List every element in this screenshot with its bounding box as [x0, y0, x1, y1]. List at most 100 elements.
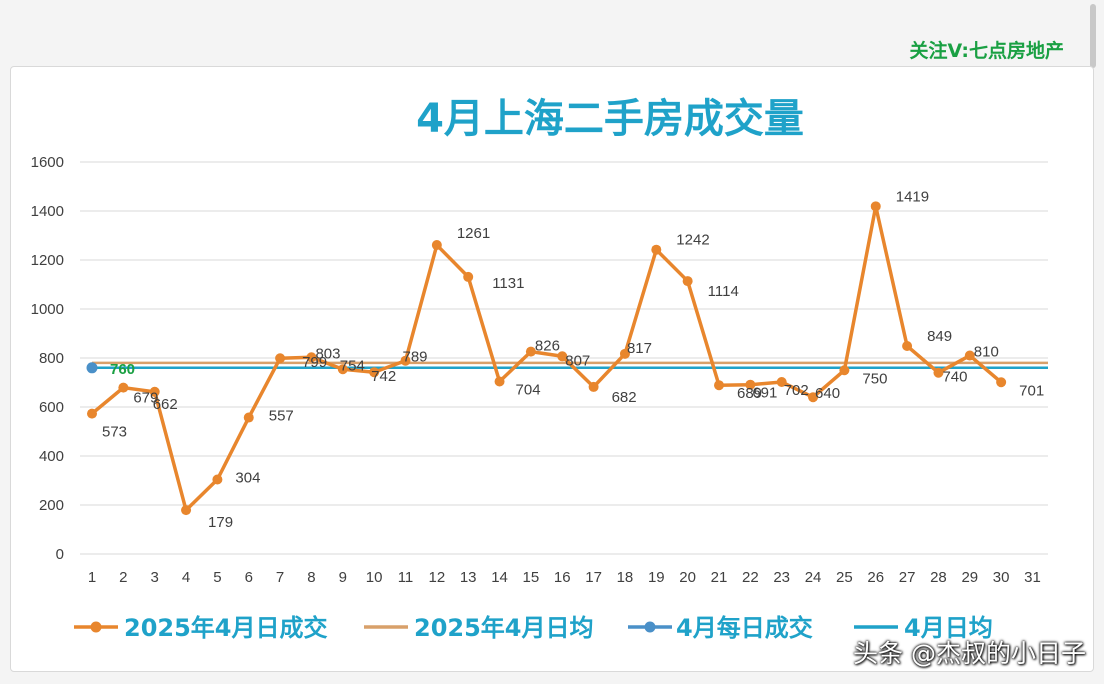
x-tick-label: 30 — [993, 569, 1010, 586]
data-point — [651, 244, 662, 255]
data-label: 679 — [133, 390, 158, 407]
data-point — [619, 348, 630, 359]
x-tick-label: 26 — [867, 569, 884, 586]
y-tick-label: 400 — [39, 448, 64, 465]
data-point — [525, 346, 536, 357]
data-point — [557, 351, 568, 362]
data-label: 691 — [752, 385, 777, 402]
data-label-april: 760 — [110, 361, 135, 378]
data-point — [306, 352, 317, 363]
data-point — [243, 412, 254, 423]
y-tick-label: 1600 — [31, 154, 64, 171]
y-tick-label: 1000 — [31, 301, 64, 318]
x-tick-label: 25 — [836, 569, 853, 586]
data-label: 689 — [737, 385, 762, 402]
data-label: 740 — [942, 369, 967, 386]
data-label: 789 — [403, 349, 428, 366]
y-tick-label: 600 — [39, 399, 64, 416]
x-tick-label: 10 — [366, 569, 383, 586]
legend-label: 2025年4月日均 — [414, 614, 594, 642]
chart-title: 4月上海二手房成交量 — [416, 96, 804, 142]
data-point — [902, 340, 913, 351]
x-tick-label: 24 — [805, 569, 822, 586]
data-label: 803 — [315, 345, 340, 362]
data-label: 557 — [269, 408, 294, 425]
data-label: 1261 — [457, 225, 490, 242]
watermark: 头条 @杰叔的小日子 — [853, 639, 1086, 668]
x-tick-label: 3 — [151, 569, 159, 586]
legend-label: 2025年4月日成交 — [124, 614, 328, 642]
header-note: 关注V:七点房地产 — [909, 40, 1064, 62]
x-tick-label: 22 — [742, 569, 759, 586]
data-label: 817 — [627, 340, 652, 357]
data-point — [400, 355, 411, 366]
x-tick-label: 27 — [899, 569, 916, 586]
data-point — [149, 386, 160, 397]
legend-label: 4月日均 — [904, 614, 993, 642]
x-tick-label: 16 — [554, 569, 571, 586]
data-point — [494, 376, 505, 387]
x-tick-label: 12 — [429, 569, 446, 586]
data-label: 810 — [974, 344, 999, 361]
data-label: 849 — [927, 328, 952, 345]
data-label: 799 — [302, 354, 327, 371]
x-tick-label: 5 — [213, 569, 221, 586]
x-tick-label: 21 — [711, 569, 728, 586]
data-point — [118, 382, 129, 393]
data-point — [870, 201, 881, 212]
data-label: 750 — [862, 370, 887, 387]
data-point — [996, 377, 1007, 388]
data-label: 573 — [102, 424, 127, 441]
series-layer — [86, 201, 1048, 516]
data-point — [808, 392, 819, 403]
data-point — [369, 367, 380, 378]
x-tick-label: 19 — [648, 569, 665, 586]
data-label: 742 — [371, 368, 396, 385]
data-label: 704 — [516, 382, 541, 399]
legend-label: 4月每日成交 — [676, 614, 813, 642]
data-point — [714, 380, 724, 391]
x-tick-label: 29 — [961, 569, 978, 586]
x-tick-label: 2 — [119, 569, 127, 586]
y-tick-label: 0 — [56, 546, 64, 563]
x-tick-label: 15 — [523, 569, 540, 586]
y-tick-label: 1400 — [31, 203, 64, 220]
legend: 2025年4月日成交 2025年4月日均 4月每日成交 4月日均 — [74, 614, 993, 642]
x-tick-label: 23 — [773, 569, 790, 586]
x-tick-label: 14 — [491, 569, 508, 586]
data-point — [212, 474, 223, 485]
series-line-2025-daily — [90, 204, 1003, 512]
data-point — [588, 381, 599, 392]
x-tick-label: 11 — [398, 569, 414, 586]
legend-marker — [644, 621, 656, 633]
data-point — [275, 353, 286, 364]
data-point-april — [86, 362, 98, 374]
data-label: 1419 — [896, 188, 929, 205]
x-tick-label: 4 — [182, 569, 190, 586]
data-point — [682, 276, 693, 287]
y-tick-label: 800 — [39, 350, 64, 367]
scrollbar-thumb[interactable] — [1090, 4, 1096, 68]
data-label: 1114 — [708, 283, 739, 300]
data-point — [463, 271, 474, 282]
data-label: 662 — [153, 396, 178, 413]
x-tick-label: 7 — [276, 569, 284, 586]
data-label: 701 — [1019, 382, 1044, 399]
data-point — [839, 365, 850, 376]
y-tick-label: 1200 — [31, 252, 64, 269]
x-tick-label: 17 — [585, 569, 602, 586]
data-label: 1242 — [676, 232, 709, 249]
x-tick-label: 18 — [617, 569, 634, 586]
data-label: 304 — [235, 470, 260, 487]
x-tick-label: 31 — [1024, 569, 1041, 586]
data-point — [745, 379, 756, 390]
y-tick-label: 200 — [39, 497, 64, 514]
data-point — [776, 377, 787, 388]
data-point — [181, 505, 192, 516]
data-label: 179 — [208, 514, 233, 531]
data-label: 807 — [565, 352, 590, 369]
x-tick-label: 1 — [88, 569, 96, 586]
